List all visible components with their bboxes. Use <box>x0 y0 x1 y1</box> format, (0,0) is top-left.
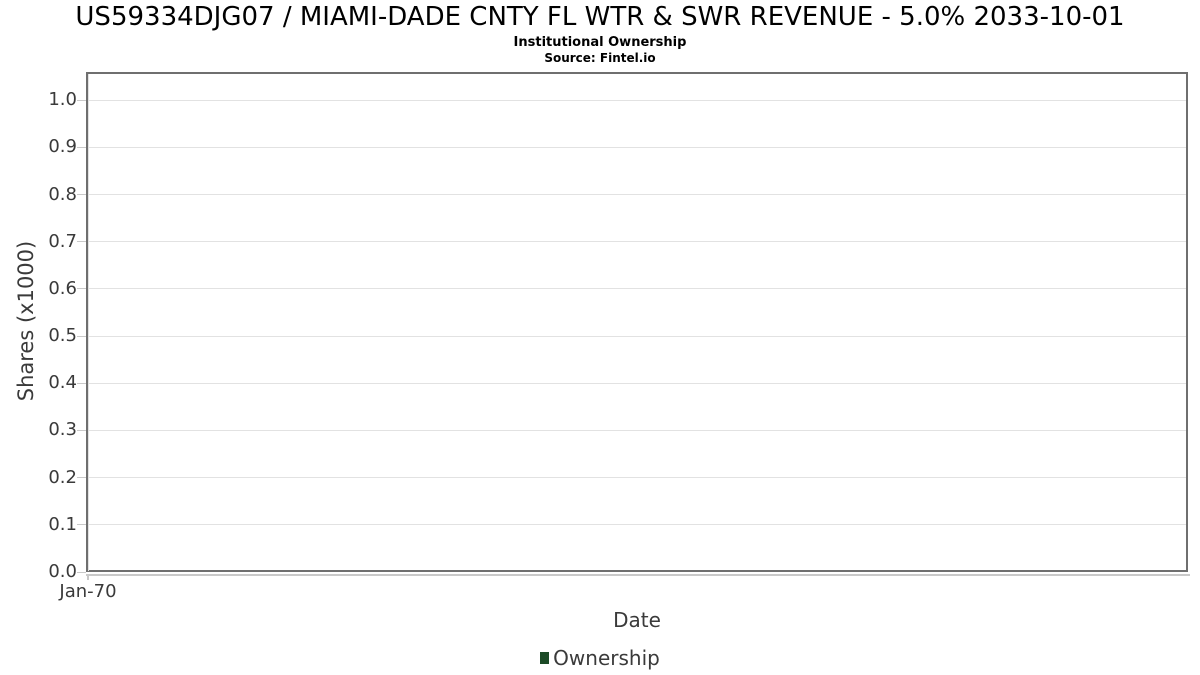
y-tick-label: 0.6 <box>48 277 77 299</box>
y-gridline <box>88 99 1186 101</box>
y-tick-label: 0.3 <box>48 419 77 441</box>
y-tick-mark <box>77 335 86 337</box>
plot-area <box>86 72 1188 572</box>
y-tick-mark <box>77 241 86 243</box>
y-gridline <box>88 429 1186 431</box>
chart-subtitle: Institutional Ownership <box>513 35 687 50</box>
y-tick-mark <box>77 99 86 101</box>
y-tick-mark <box>77 477 86 479</box>
y-tick-label: 0.0 <box>48 561 77 582</box>
legend-label: Ownership <box>553 646 660 670</box>
x-gridline <box>88 74 89 571</box>
y-tick-label: 0.8 <box>48 183 77 205</box>
x-tick-label: Jan-70 <box>59 581 117 602</box>
y-tick-label: 1.0 <box>48 89 77 111</box>
y-gridline <box>88 288 1186 290</box>
y-tick-label: 0.2 <box>48 466 77 488</box>
y-gridline <box>88 382 1186 384</box>
y-gridline <box>88 524 1186 526</box>
y-tick-mark <box>77 194 86 196</box>
x-axis-label: Date <box>613 608 661 632</box>
legend: Ownership <box>0 646 1200 670</box>
y-gridline <box>88 146 1186 148</box>
chart-source: Source: Fintel.io <box>544 51 656 65</box>
y-tick-mark <box>77 146 86 148</box>
y-tick-label: 0.5 <box>48 325 77 347</box>
y-tick-mark <box>77 288 86 290</box>
y-tick-label: 0.9 <box>48 136 77 158</box>
x-axis-line <box>86 574 1190 576</box>
y-tick-mark <box>77 382 86 384</box>
y-tick-mark <box>77 524 86 526</box>
chart-title: US59334DJG07 / MIAMI-DADE CNTY FL WTR & … <box>75 2 1125 32</box>
y-gridline <box>88 477 1186 479</box>
y-tick-label: 0.4 <box>48 372 77 394</box>
x-tick-mark <box>87 576 89 580</box>
y-gridline <box>88 241 1186 243</box>
y-tick-label: 0.7 <box>48 230 77 252</box>
y-gridline <box>88 335 1186 337</box>
y-tick-label: 0.1 <box>48 513 77 535</box>
y-tick-mark <box>77 429 86 431</box>
y-axis-label: Shares (x1000) <box>14 240 38 402</box>
y-tick-mark <box>77 571 86 573</box>
y-gridline <box>88 194 1186 196</box>
legend-marker <box>540 652 550 664</box>
